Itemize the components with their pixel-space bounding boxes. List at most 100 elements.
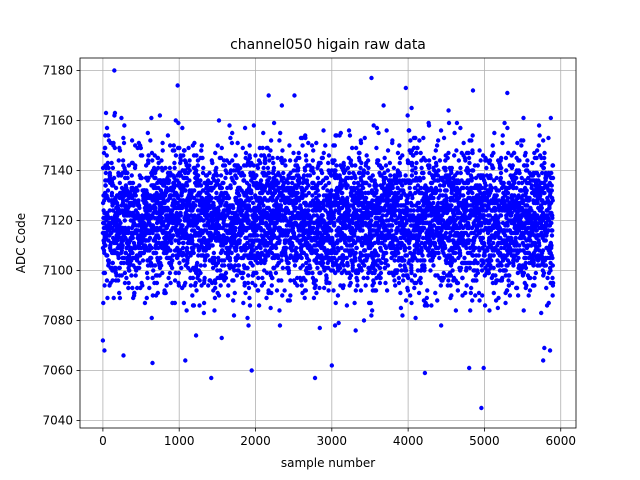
data-point	[241, 300, 246, 306]
data-point	[378, 270, 384, 276]
data-point	[117, 265, 122, 271]
data-point	[121, 260, 127, 266]
data-point	[443, 168, 448, 173]
data-point	[103, 183, 108, 188]
x-axis-label: sample number	[281, 456, 375, 470]
data-point	[183, 280, 188, 286]
data-point	[354, 245, 359, 251]
data-point	[437, 158, 443, 163]
data-point	[118, 220, 123, 226]
data-point	[109, 190, 115, 196]
data-point	[387, 160, 393, 166]
data-point	[253, 283, 258, 288]
data-point	[353, 175, 358, 181]
data-point	[468, 290, 474, 296]
data-point	[156, 235, 162, 241]
data-point	[405, 288, 411, 293]
data-point	[318, 160, 323, 166]
data-point	[230, 298, 236, 303]
data-point	[381, 103, 386, 108]
data-point	[295, 283, 300, 288]
data-point	[283, 245, 289, 251]
data-point	[400, 278, 406, 283]
data-point	[137, 265, 142, 271]
data-point	[229, 130, 235, 136]
data-point	[147, 285, 152, 291]
data-point	[105, 188, 111, 193]
data-point	[109, 160, 114, 166]
data-point	[234, 243, 239, 248]
data-point	[458, 165, 463, 171]
data-point	[426, 123, 432, 128]
data-point	[331, 288, 336, 293]
data-point	[159, 263, 164, 268]
data-point	[353, 145, 359, 151]
data-point	[385, 263, 391, 268]
data-point	[158, 255, 163, 261]
data-point	[130, 250, 135, 256]
data-point	[123, 250, 128, 256]
data-point	[238, 165, 243, 171]
data-point	[202, 275, 207, 281]
data-point	[133, 163, 138, 168]
data-point	[421, 170, 426, 176]
data-point	[303, 153, 309, 158]
data-point	[307, 173, 313, 178]
data-point	[310, 158, 316, 163]
data-point	[246, 323, 251, 328]
data-point	[348, 280, 353, 286]
data-point	[110, 260, 116, 266]
data-point	[374, 145, 379, 151]
data-point	[211, 250, 217, 256]
data-point	[170, 258, 175, 263]
data-point	[280, 293, 285, 298]
data-point	[390, 185, 395, 191]
data-point	[396, 275, 402, 281]
data-point	[355, 278, 360, 283]
data-point	[454, 148, 459, 153]
data-point	[101, 300, 106, 306]
data-point	[360, 185, 366, 191]
data-point	[279, 103, 285, 108]
data-point	[353, 288, 359, 293]
data-point	[146, 160, 151, 166]
data-point	[195, 173, 201, 178]
data-point	[384, 288, 390, 293]
data-point	[241, 270, 246, 276]
data-point	[431, 200, 436, 206]
data-point	[165, 133, 171, 138]
data-point	[178, 213, 184, 218]
data-point	[231, 313, 237, 318]
data-point	[347, 208, 352, 213]
data-point	[321, 203, 326, 208]
data-point	[314, 290, 319, 296]
data-point	[319, 170, 325, 176]
data-point	[326, 153, 332, 158]
data-point	[475, 260, 480, 266]
data-point	[213, 280, 218, 286]
data-point	[184, 208, 190, 213]
data-point	[146, 153, 151, 158]
data-point	[199, 143, 204, 148]
data-point	[149, 315, 154, 321]
data-point	[437, 188, 443, 193]
data-point	[271, 160, 276, 166]
data-point	[229, 250, 234, 256]
data-point	[461, 185, 466, 191]
data-point	[254, 233, 260, 238]
data-point	[477, 148, 482, 153]
data-point	[241, 173, 247, 178]
y-axis-label: ADC Code	[14, 213, 28, 273]
data-point	[237, 238, 242, 243]
data-point	[250, 263, 255, 268]
data-point	[478, 158, 483, 163]
data-point	[227, 258, 233, 263]
data-point	[360, 228, 365, 233]
data-point	[194, 168, 199, 173]
data-point	[258, 245, 263, 251]
data-point	[454, 120, 460, 126]
data-point	[260, 145, 265, 151]
data-point	[403, 173, 408, 178]
data-point	[255, 165, 261, 171]
data-point	[186, 145, 191, 151]
